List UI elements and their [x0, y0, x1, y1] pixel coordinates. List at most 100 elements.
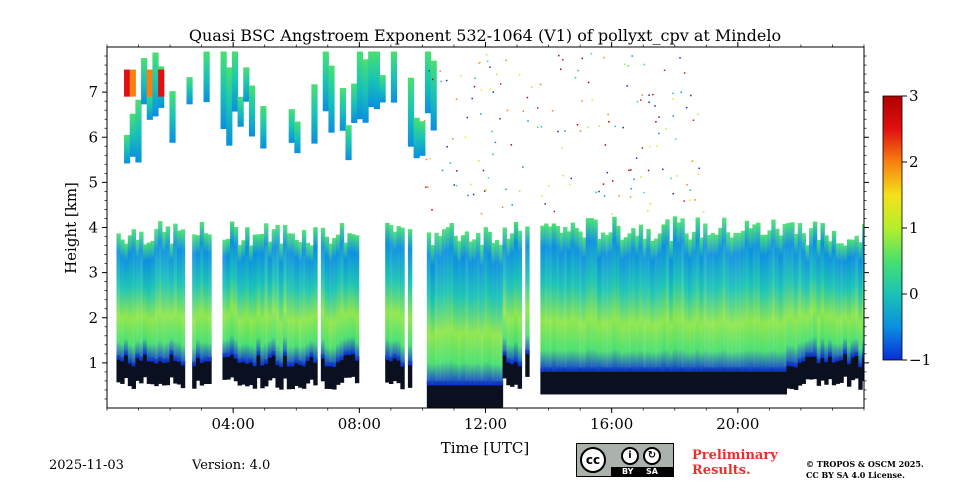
heatmap-cell [631, 228, 636, 372]
heatmap-speckle [633, 178, 635, 181]
heatmap-speckle [604, 144, 607, 146]
heatmap-cell [710, 367, 716, 395]
heatmap-cell [566, 231, 572, 372]
heatmap-speckle [428, 69, 430, 72]
heatmap-speckle [423, 120, 426, 122]
heatmap-cell [169, 350, 174, 378]
heatmap-speckle [522, 110, 525, 113]
cc-license-badge: cc i ↻ BY SA [576, 443, 674, 477]
heatmap-speckle [630, 187, 632, 190]
heatmap-cell [351, 349, 356, 377]
heatmap-cell [650, 240, 655, 372]
heatmap-cell [737, 367, 742, 395]
heatmap-cell [551, 367, 557, 395]
heatmap-cell [839, 355, 844, 383]
cc-logo-icon: cc [580, 447, 606, 473]
heatmap-cell [177, 357, 182, 385]
heatmap-cell [687, 239, 693, 372]
heatmap-cell [578, 231, 583, 372]
heatmap-cell [555, 225, 560, 372]
heatmap-speckle [455, 184, 458, 187]
heatmap-speckle [576, 124, 579, 126]
heatmap-cell [479, 244, 485, 386]
heatmap-cell [824, 357, 829, 385]
heatmap-speckle [672, 98, 674, 100]
heatmap-speckle [478, 62, 480, 64]
heatmap-speckle [471, 97, 473, 100]
cc-by-label: BY [622, 467, 634, 476]
heatmap-speckle [628, 169, 630, 172]
heatmap-cell [116, 233, 121, 360]
heatmap-speckle [491, 130, 493, 133]
heatmap-cell [725, 367, 731, 395]
heatmap-cell [146, 91, 153, 120]
heatmap-speckle [618, 195, 620, 197]
heatmap-cell [131, 361, 136, 389]
heatmap-cell [392, 231, 398, 359]
heatmap-cell [233, 354, 239, 382]
heatmap-cell [180, 361, 186, 389]
heatmap-speckle [679, 57, 681, 59]
heatmap-cell [775, 367, 780, 395]
heatmap-cell [506, 358, 511, 386]
heatmap-cell [775, 228, 780, 372]
heatmap-cell [146, 242, 152, 362]
heatmap-cell [778, 367, 784, 395]
heatmap-cell [653, 238, 659, 372]
heatmap-cell [222, 352, 227, 380]
heatmap-cell [260, 233, 265, 366]
heatmap-cell [424, 51, 432, 114]
heatmap-cell [740, 367, 746, 395]
heatmap-cell [593, 219, 598, 372]
heatmap-cell [862, 354, 864, 382]
heatmap-speckle [537, 126, 539, 129]
heatmap-cell [828, 241, 833, 357]
heatmap-cell [563, 367, 568, 395]
y-tick-label: 1 [88, 354, 98, 372]
heatmap-cell [623, 237, 629, 372]
heatmap-cell [279, 362, 284, 390]
heatmap-cell [574, 227, 579, 372]
heatmap-cell [843, 245, 848, 355]
heatmap-cell [328, 65, 335, 133]
heatmap-speckle [426, 186, 429, 188]
heatmap-cell [320, 354, 326, 382]
heatmap-cell [305, 356, 311, 384]
heatmap-speckle [579, 130, 582, 132]
heatmap-speckle [595, 191, 597, 194]
heatmap-cell [729, 367, 735, 395]
heatmap-cell [510, 233, 515, 365]
heatmap-cell [831, 230, 837, 363]
heatmap-cell [642, 238, 647, 372]
heatmap-cell [343, 350, 348, 378]
heatmap-cell [294, 121, 301, 154]
heatmap-speckle [486, 60, 489, 62]
heatmap-cell [669, 240, 674, 372]
heatmap-cell [173, 223, 178, 362]
heatmap-cell [142, 350, 148, 378]
heatmap-cell [763, 234, 769, 372]
heatmap-cell [165, 226, 171, 363]
heatmap-cell [445, 380, 451, 408]
heatmap-speckle [685, 106, 688, 109]
heatmap-cell [313, 227, 318, 363]
heatmap-cell [544, 367, 549, 395]
heatmap-cell [267, 353, 273, 381]
heatmap-cell [158, 221, 163, 362]
heatmap-cell [487, 380, 492, 408]
heatmap-cell [627, 367, 632, 395]
heatmap-speckle [603, 56, 605, 59]
heatmap-cell [616, 225, 621, 372]
heatmap-cell [264, 359, 269, 387]
heatmap-cell [801, 356, 806, 384]
heatmap-speckle [501, 206, 504, 208]
heatmap-cell [203, 356, 208, 385]
heatmap-cell [127, 235, 133, 364]
heatmap-cell [180, 229, 186, 366]
heatmap-cell [839, 243, 844, 361]
heatmap-cell [116, 355, 121, 383]
heatmap-cell [309, 352, 314, 380]
heatmap-cell [778, 235, 784, 372]
heatmap-cell [449, 380, 454, 408]
heatmap-cell [237, 244, 242, 364]
